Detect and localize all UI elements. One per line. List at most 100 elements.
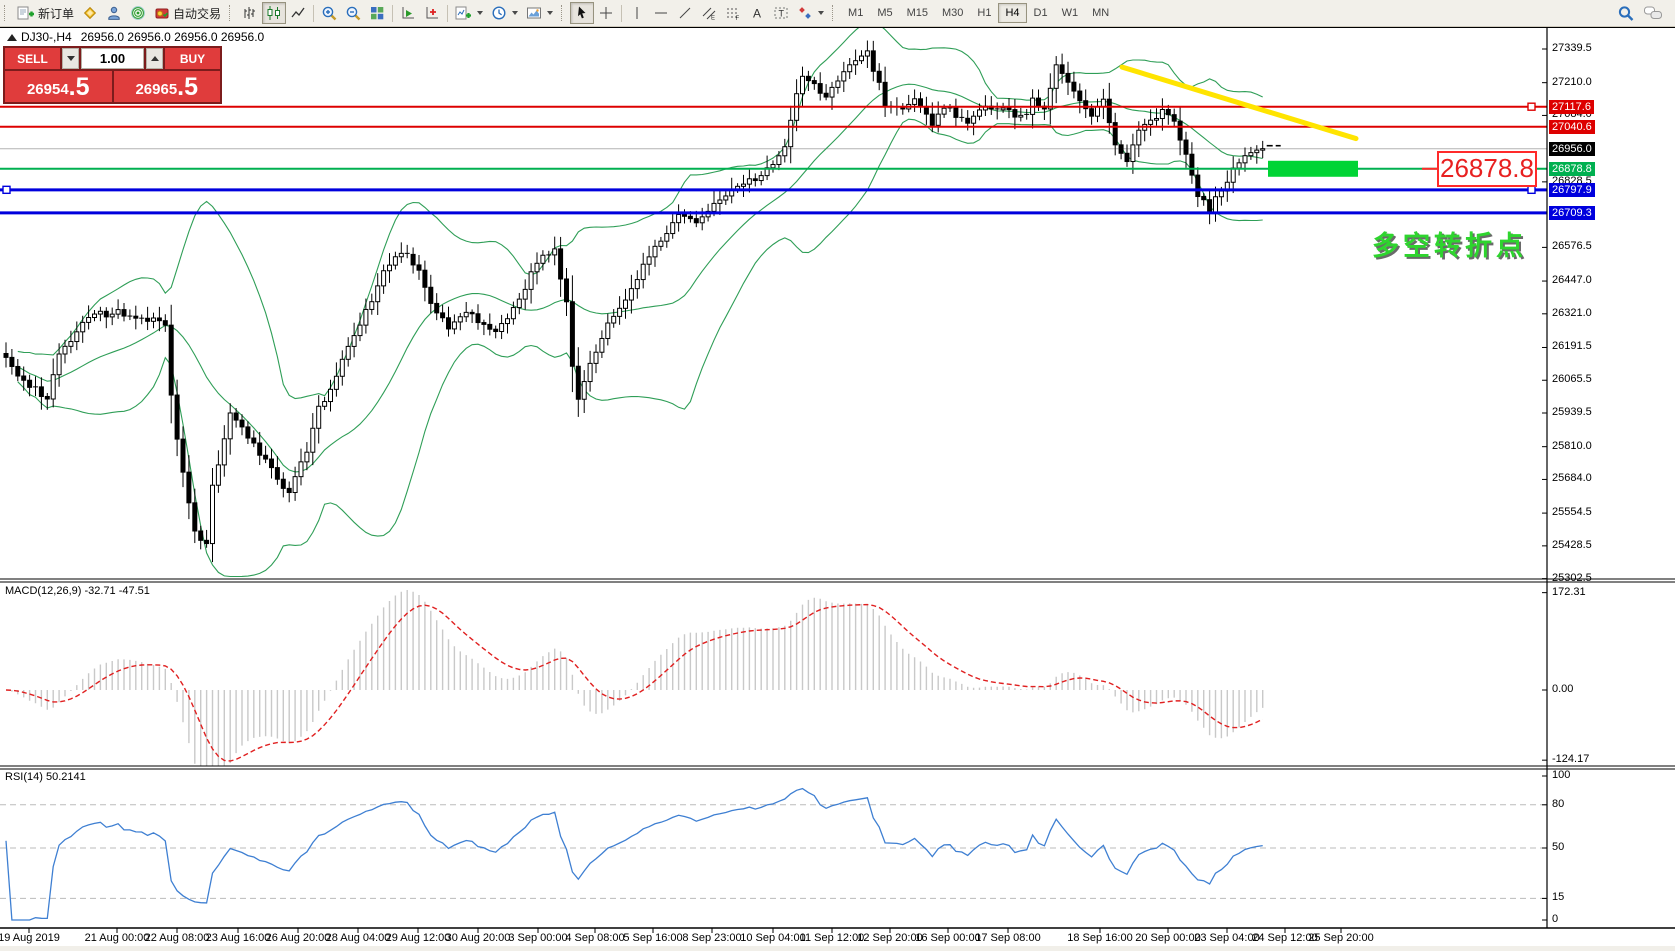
price-axis-label: 27210.0 [1552,75,1592,88]
time-axis-label[interactable]: 19 Aug 2019 [0,932,60,944]
chat-icon [1644,6,1662,19]
time-axis-label[interactable]: 30 Aug 20:00 [445,932,511,944]
buy-button[interactable]: BUY [165,48,220,69]
dropdown-arrow-icon [512,11,519,15]
candlestick-icon [267,6,281,20]
crosshair-tool-button[interactable] [594,2,618,24]
separator [313,4,315,22]
toolbar-grip[interactable] [229,5,235,21]
timeframe-h4[interactable]: H4 [998,3,1027,23]
tile-windows-icon [371,7,384,20]
time-axis-label[interactable]: 18 Sep 16:00 [1067,932,1133,944]
line-chart-button[interactable] [286,2,310,24]
level-price-label[interactable]: 27040.6 [1549,119,1595,134]
time-axis-label[interactable]: 5 Sep 16:00 [623,932,683,944]
mql-community-button[interactable] [78,2,102,24]
periods-button[interactable] [487,2,522,24]
bar-chart-button[interactable] [238,2,262,24]
cursor-icon [578,6,586,19]
timeframe-bar: M1 M5 M15 M30 H1 H4 D1 W1 MN [841,3,1116,23]
level-price-label[interactable]: 26878.8 [1549,161,1595,176]
time-axis-label[interactable]: 28 Aug 04:00 [325,932,391,944]
toolbar-grip[interactable] [832,5,838,21]
level-price-label[interactable]: 26709.3 [1549,205,1595,220]
tile-windows-button[interactable] [365,2,389,24]
timeframe-h1[interactable]: H1 [970,3,998,23]
sell-button[interactable]: SELL [5,48,60,69]
macd-indicator-label: MACD(12,26,9) -32.71 -47.51 [5,585,150,597]
vertical-line-tool-button[interactable] [625,2,649,24]
trendline-tool-button[interactable] [673,2,697,24]
fibonacci-tool-button[interactable]: F [721,2,745,24]
timeframe-w1[interactable]: W1 [1055,3,1086,23]
level-price-label[interactable]: 27117.6 [1549,99,1594,114]
indicators-list-button[interactable] [451,2,487,24]
volume-input[interactable]: 1.00 [81,48,144,69]
time-axis-label[interactable]: 25 Sep 20:00 [1308,932,1374,944]
signals-button[interactable] [126,2,150,24]
time-axis-label[interactable]: 23 Aug 16:00 [205,932,271,944]
price-annotation-box[interactable]: 26878.8 [1437,150,1537,187]
trendline-icon [679,7,691,19]
search-icon [1618,5,1634,21]
text-icon: A [753,7,761,21]
time-axis-label[interactable]: 22 Aug 08:00 [144,932,210,944]
price-axis-label: 26576.5 [1552,240,1592,253]
timeframe-m5[interactable]: M5 [870,3,899,23]
search-button[interactable] [1613,2,1639,24]
crosshair-icon [600,7,613,19]
open-account-button[interactable] [102,2,126,24]
zoom-out-button[interactable] [341,2,365,24]
sell-price-button[interactable]: 26954.5 [5,71,112,102]
text-tool-button[interactable]: A [745,2,769,24]
arrows-tool-button[interactable] [793,2,828,24]
volume-increase-button[interactable] [146,48,163,69]
time-axis-label[interactable]: 11 Sep 12:00 [799,932,865,944]
cursor-tool-button[interactable] [570,2,595,24]
timeframe-m1[interactable]: M1 [841,3,870,23]
templates-button[interactable] [522,2,557,24]
down-arrow-icon [66,56,75,61]
timeframe-m30[interactable]: M30 [935,3,970,23]
time-axis-label[interactable]: 10 Sep 04:00 [740,932,806,944]
up-arrow-icon [150,56,159,61]
auto-scroll-button[interactable] [396,2,420,24]
toolbar-grip[interactable] [4,5,10,21]
auto-scroll-icon [402,7,415,19]
time-axis-label[interactable]: 8 Sep 23:00 [682,932,742,944]
timeframe-d1[interactable]: D1 [1027,3,1055,23]
zoom-in-button[interactable] [317,2,341,24]
time-axis-label[interactable]: 21 Aug 00:00 [84,932,150,944]
volume-decrease-button[interactable] [62,48,79,69]
chat-button[interactable] [1639,2,1667,24]
time-axis-label[interactable]: 29 Aug 12:00 [385,932,451,944]
time-axis-label[interactable]: 3 Sep 00:00 [508,932,568,944]
level-price-label[interactable]: 26797.9 [1549,182,1595,197]
time-axis-label[interactable]: 16 Sep 00:00 [915,932,981,944]
timeframe-m15[interactable]: M15 [900,3,935,23]
channel-tool-button[interactable]: E [697,2,721,24]
price-axis-label: 27339.5 [1552,42,1592,54]
buy-price-button[interactable]: 26965.5 [113,71,220,102]
time-axis-label[interactable]: 12 Sep 20:00 [857,932,923,944]
time-axis-label[interactable]: 26 Aug 20:00 [265,932,331,944]
timeframe-mn[interactable]: MN [1085,3,1116,23]
time-axis-label[interactable]: 17 Sep 08:00 [975,932,1041,944]
horizontal-line-tool-button[interactable] [649,2,673,24]
time-axis-label[interactable]: 20 Sep 00:00 [1135,932,1201,944]
time-axis-label[interactable]: 23 Sep 04:00 [1194,932,1260,944]
time-axis-label[interactable]: 24 Sep 12:00 [1252,932,1318,944]
chinese-note-text[interactable]: 多空转折点 [1372,231,1527,261]
chart-shift-button[interactable] [420,2,444,24]
text-label-tool-button[interactable]: T [769,2,793,24]
collapse-panel-icon[interactable] [7,34,17,41]
toolbar-grip[interactable] [561,5,567,21]
new-order-button[interactable]: 新订单 [13,2,78,24]
candlestick-chart-button[interactable] [262,2,287,24]
autotrading-button[interactable]: 自动交易 [150,2,225,24]
svg-text:E: E [711,16,715,22]
rsi-axis-label: 50 [1552,841,1565,853]
time-axis-label[interactable]: 4 Sep 08:00 [565,932,625,944]
